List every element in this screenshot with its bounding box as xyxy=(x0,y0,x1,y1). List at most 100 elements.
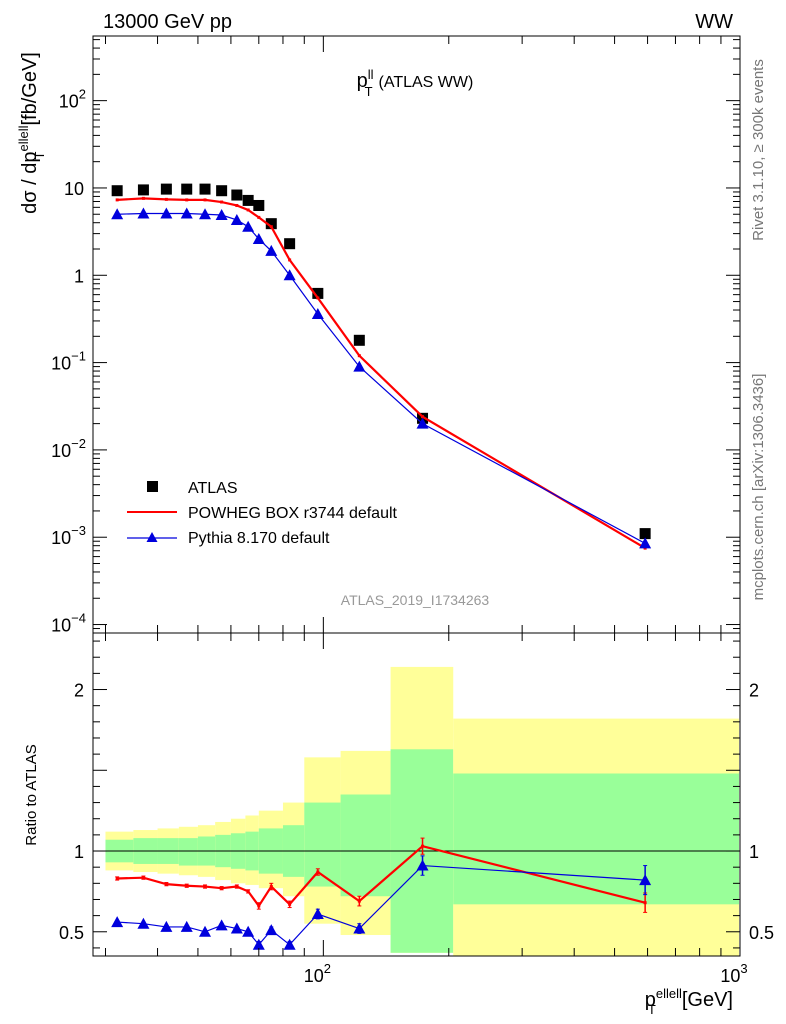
pythia-ratio-point xyxy=(215,919,228,931)
plot-title-sup: ll xyxy=(368,67,374,82)
powheg-ratio-point xyxy=(257,904,261,908)
pythia-ratio-point xyxy=(137,917,150,929)
pythia-point xyxy=(230,213,243,225)
ratio-ytick-label: 1 xyxy=(74,842,84,862)
powheg-ratio-point xyxy=(185,884,189,888)
plot-title-sub: T xyxy=(365,84,373,99)
pythia-ratio-point xyxy=(311,908,324,920)
atlas-data-point xyxy=(216,185,228,197)
main-ylabel: dσ / dpellellT [fb/GeV] xyxy=(16,52,47,214)
pythia-point xyxy=(283,269,296,281)
ratio-xlabel-main: p xyxy=(645,989,656,1011)
pythia-point xyxy=(416,417,429,429)
pythia-point xyxy=(111,208,124,220)
ratio-xlabel-sub: T xyxy=(648,1002,656,1017)
powheg-point xyxy=(185,198,189,202)
powheg-ratio-point xyxy=(288,902,292,906)
powheg-ratio-point xyxy=(220,886,224,890)
pythia-ratio-point xyxy=(199,925,212,937)
legend-marker-pythia xyxy=(146,532,158,542)
atlas-data-point xyxy=(242,194,254,206)
pythia-point xyxy=(353,360,366,372)
main-plot-area xyxy=(111,183,652,550)
atlas-data-point xyxy=(253,199,265,211)
legend-label-powheg: POWHEG BOX r3744 default xyxy=(188,505,398,522)
header-left: 13000 GeV pp xyxy=(103,11,232,33)
ratio-xlabel: pellell T [GeV] xyxy=(645,986,733,1017)
main-ytick-label: 10−3 xyxy=(51,523,86,548)
atlas-data-point xyxy=(284,238,296,250)
ratio-xtick-label: 103 xyxy=(720,961,747,986)
pythia-ratio-point xyxy=(283,938,296,950)
powheg-ratio-point xyxy=(115,876,119,880)
powheg-point xyxy=(316,296,320,300)
ratio-band-inner xyxy=(178,838,198,866)
pythia-ratio-point xyxy=(180,920,193,932)
pythia-ratio-point xyxy=(242,925,255,937)
main-ylabel-sub: T xyxy=(32,151,47,159)
pythia-ratio-point xyxy=(265,924,278,936)
legend-marker-atlas xyxy=(147,481,158,492)
powheg-point xyxy=(269,225,273,229)
pythia-point xyxy=(265,244,278,256)
atlas-data-point xyxy=(160,183,172,195)
pythia-point xyxy=(160,207,173,219)
pythia-ratio-point xyxy=(160,920,173,932)
ratio-ytick-label-right: 2 xyxy=(749,681,759,701)
pythia-ratio-point xyxy=(111,916,124,928)
powheg-ratio-point xyxy=(164,882,168,886)
pythia-ratio-point xyxy=(230,922,243,934)
ratio-frame xyxy=(92,632,741,957)
ratio-ylabel: Ratio to ATLAS xyxy=(23,744,40,845)
powheg-ratio-point xyxy=(316,870,320,874)
ratio-ytick-label: 2 xyxy=(74,681,84,701)
ratio-ytick-label-right: 0.5 xyxy=(749,923,774,943)
atlas-data-point xyxy=(137,184,149,196)
main-ytick-label: 102 xyxy=(59,87,86,112)
powheg-ratio-point xyxy=(235,885,239,889)
powheg-ratio-point xyxy=(203,885,207,889)
legend: ATLAS POWHEG BOX r3744 default Pythia 8.… xyxy=(127,480,398,547)
analysis-id: ATLAS_2019_I1734263 xyxy=(341,592,490,608)
ratio-band-inner xyxy=(304,802,341,887)
powheg-point xyxy=(220,200,224,204)
main-ticks: 102 10 1 10−1 10−2 10−3 10−4 xyxy=(51,36,741,636)
powheg-ratio-point xyxy=(246,889,250,893)
powheg-point xyxy=(257,215,261,219)
legend-label-atlas: ATLAS xyxy=(188,480,238,497)
ratio-band-inner xyxy=(340,794,391,897)
ratio-band-inner xyxy=(453,773,739,905)
plot-title-suffix: (ATLAS WW) xyxy=(379,74,474,91)
powheg-point xyxy=(203,198,207,202)
pythia-ratio-point xyxy=(252,938,265,950)
powheg-point xyxy=(421,415,425,419)
powheg-point xyxy=(288,258,292,262)
ratio-xtick-label: 102 xyxy=(304,961,331,986)
ratio-plot-area xyxy=(93,666,740,956)
powheg-ratio-point xyxy=(269,885,273,889)
ratio-ytick-label: 0.5 xyxy=(59,923,84,943)
main-ytick-label: 10−2 xyxy=(51,436,86,461)
main-ylabel-sup: ellell xyxy=(16,125,31,151)
main-ytick-label: 10−4 xyxy=(51,611,86,636)
pythia-point xyxy=(639,537,652,549)
powheg-point xyxy=(115,198,119,202)
main-ytick-label: 10 xyxy=(64,179,84,199)
powheg-ratio-point xyxy=(421,844,425,848)
powheg-point xyxy=(235,203,239,207)
pythia-point xyxy=(311,308,324,320)
pythia-ratio-point xyxy=(416,859,429,871)
pythia-ratio-point xyxy=(639,874,652,886)
atlas-data-point xyxy=(353,334,365,346)
powheg-point xyxy=(141,196,145,200)
powheg-ratio-point xyxy=(643,901,647,905)
main-ylabel-main: dσ / dp xyxy=(19,151,41,213)
atlas-data-point xyxy=(199,183,211,195)
main-panel: 102 10 1 10−1 10−2 10−3 10−4 pll T (ATLAS WW) dσ… xyxy=(16,35,741,636)
ratio-xlabel-suffix: [GeV] xyxy=(682,989,733,1011)
pythia-point xyxy=(137,207,150,219)
legend-label-pythia: Pythia 8.170 default xyxy=(188,530,330,547)
